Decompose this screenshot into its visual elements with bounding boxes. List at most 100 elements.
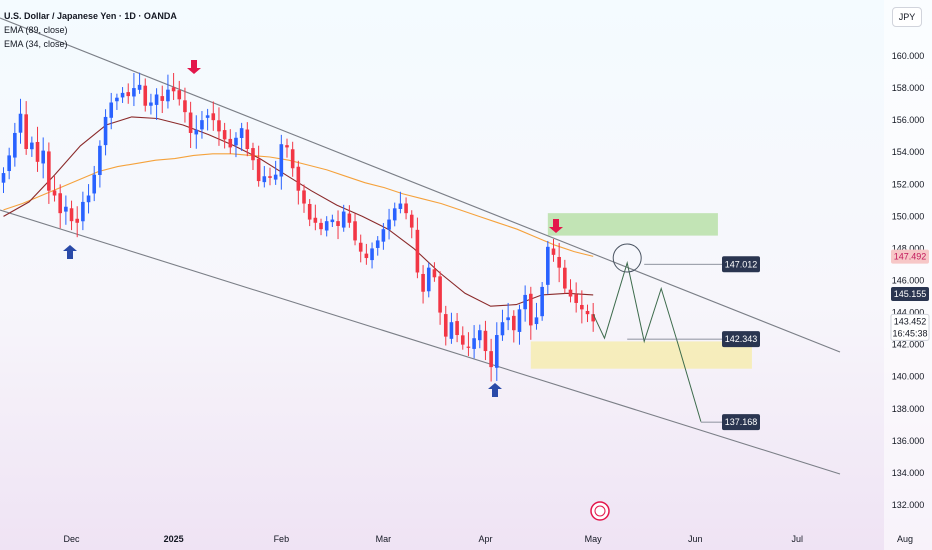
candle-body bbox=[120, 92, 125, 98]
candle-body bbox=[98, 145, 102, 175]
target-zone bbox=[547, 213, 718, 236]
candle-body bbox=[483, 330, 488, 352]
candle-body bbox=[290, 149, 295, 169]
y-tick-label: 150.000 bbox=[892, 211, 925, 221]
candle-body bbox=[370, 248, 374, 261]
candle-body bbox=[421, 273, 425, 292]
candle-body bbox=[126, 92, 131, 97]
x-tick-label: Mar bbox=[376, 534, 392, 544]
candle-body bbox=[183, 100, 187, 113]
candle-body bbox=[517, 309, 522, 332]
price-badge bbox=[890, 313, 930, 341]
candle-body bbox=[7, 155, 11, 172]
candle-body bbox=[540, 286, 544, 317]
candle-body bbox=[336, 221, 340, 226]
candle-body bbox=[217, 120, 221, 132]
candle-body bbox=[166, 89, 170, 102]
candle-body bbox=[574, 294, 578, 303]
candle-body bbox=[64, 206, 68, 212]
candle-body bbox=[506, 317, 510, 321]
candle-body bbox=[222, 130, 227, 140]
candle-body bbox=[534, 317, 539, 325]
y-tick-label: 132.000 bbox=[892, 500, 925, 510]
candle-body bbox=[188, 112, 193, 133]
level-label: 147.012 bbox=[725, 259, 758, 269]
up-arrow-icon bbox=[63, 245, 77, 259]
x-tick-label: Jun bbox=[688, 534, 703, 544]
candle-body bbox=[109, 102, 114, 118]
candle-body bbox=[324, 221, 329, 231]
y-tick-label: 156.000 bbox=[892, 115, 925, 125]
candle-body bbox=[529, 293, 533, 326]
candle-body bbox=[409, 214, 414, 228]
candle-body bbox=[443, 314, 448, 337]
y-tick-label: 134.000 bbox=[892, 468, 925, 478]
candle-body bbox=[546, 246, 550, 285]
ema-34-line bbox=[3, 116, 594, 307]
candle-body bbox=[341, 211, 346, 228]
indicator-ema-34[interactable]: EMA (34, close) bbox=[4, 39, 68, 49]
candle-body bbox=[307, 203, 312, 220]
candle-body bbox=[251, 148, 255, 161]
candle-body bbox=[115, 97, 119, 102]
candle-body bbox=[13, 132, 17, 158]
candle-body bbox=[279, 144, 284, 177]
price-badge-label: 147.492 bbox=[894, 252, 927, 262]
channel-lower-line bbox=[0, 209, 841, 475]
y-tick-label: 148.000 bbox=[892, 243, 925, 253]
candle-body bbox=[551, 248, 556, 255]
x-tick-label: May bbox=[585, 534, 603, 544]
candle-body bbox=[92, 174, 97, 194]
projection-path bbox=[592, 260, 702, 422]
chart-legend: U.S. Dollar / Japanese Yen · 1D · OANDA … bbox=[4, 9, 177, 51]
candle-body bbox=[347, 213, 352, 223]
candle-body bbox=[512, 315, 516, 331]
symbol-title[interactable]: U.S. Dollar / Japanese Yen · 1D · OANDA bbox=[4, 11, 177, 21]
candle-body bbox=[35, 141, 40, 162]
candle-body bbox=[149, 102, 153, 106]
candle-body bbox=[194, 129, 199, 135]
candle-body bbox=[563, 267, 567, 289]
x-tick-label: Jul bbox=[792, 534, 804, 544]
candle-body bbox=[268, 176, 272, 178]
candle-body bbox=[18, 113, 23, 133]
candle-body bbox=[285, 145, 289, 148]
candle-body bbox=[466, 346, 471, 348]
candle-body bbox=[489, 351, 493, 368]
channel-upper-line bbox=[0, 17, 841, 353]
candle-body bbox=[256, 158, 261, 182]
candle-body bbox=[580, 304, 584, 310]
candle-body bbox=[438, 276, 442, 313]
candle-body bbox=[330, 219, 335, 223]
candle-body bbox=[273, 174, 278, 180]
candle-body bbox=[404, 203, 408, 214]
candle-body bbox=[358, 242, 363, 252]
y-tick-label: 158.000 bbox=[892, 83, 925, 93]
level-label-box bbox=[722, 256, 760, 273]
y-tick-label: 154.000 bbox=[892, 147, 925, 157]
candle-body bbox=[81, 201, 85, 222]
candle-body bbox=[591, 314, 595, 322]
indicator-ema-89[interactable]: EMA (89, close) bbox=[4, 25, 68, 35]
candle-body bbox=[296, 166, 301, 191]
y-tick-label: 144.000 bbox=[892, 308, 925, 318]
candle-body bbox=[47, 151, 51, 191]
candle-body bbox=[160, 96, 165, 101]
candle-body bbox=[302, 190, 306, 204]
y-tick-label: 142.000 bbox=[892, 340, 925, 350]
candle-body bbox=[432, 269, 437, 278]
down-arrow-icon bbox=[549, 219, 563, 233]
y-tick-label: 140.000 bbox=[892, 372, 925, 382]
candle-body bbox=[52, 190, 57, 196]
price-badge bbox=[891, 287, 929, 302]
candle-body bbox=[103, 116, 108, 146]
candle-body bbox=[171, 87, 176, 92]
candle-body bbox=[86, 195, 91, 203]
candle-body bbox=[228, 138, 233, 148]
us-flag-event-icon bbox=[590, 501, 610, 521]
candle-body bbox=[177, 90, 182, 100]
currency-button[interactable]: JPY bbox=[892, 7, 922, 27]
x-tick-label: Aug bbox=[897, 534, 913, 544]
